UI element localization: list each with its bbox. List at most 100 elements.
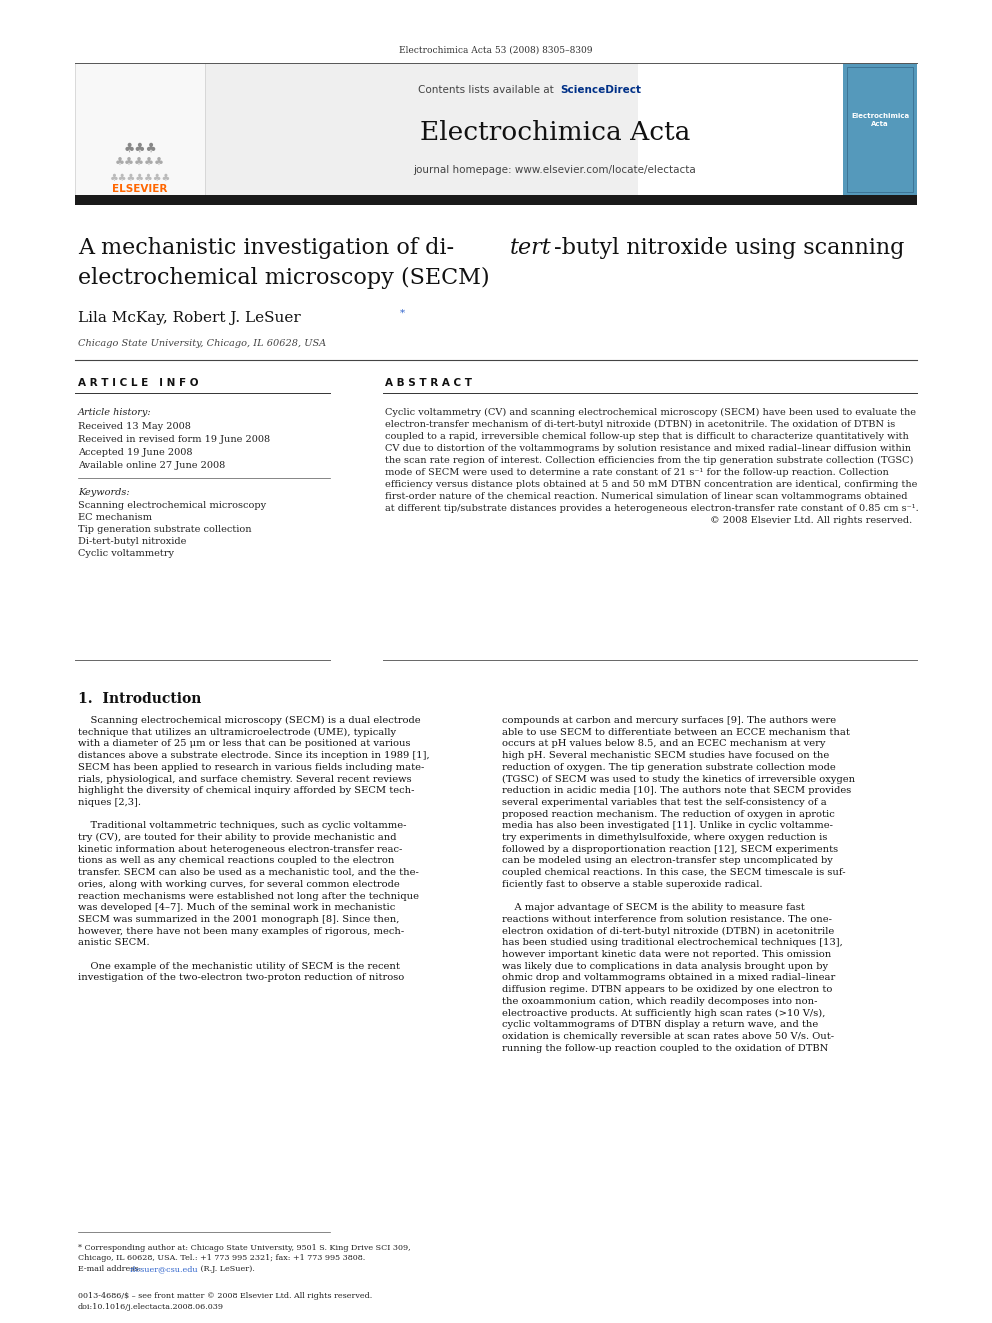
Text: anistic SECM.: anistic SECM. bbox=[78, 938, 150, 947]
Text: investigation of the two-electron two-proton reduction of nitroso: investigation of the two-electron two-pr… bbox=[78, 974, 405, 983]
Text: ELSEVIER: ELSEVIER bbox=[112, 184, 168, 194]
Text: Keywords:: Keywords: bbox=[78, 488, 130, 497]
Text: has been studied using traditional electrochemical techniques [13],: has been studied using traditional elect… bbox=[502, 938, 843, 947]
Text: reduction in acidic media [10]. The authors note that SECM provides: reduction in acidic media [10]. The auth… bbox=[502, 786, 851, 795]
Text: ScienceDirect: ScienceDirect bbox=[560, 85, 641, 95]
Text: highlight the diversity of chemical inquiry afforded by SECM tech-: highlight the diversity of chemical inqu… bbox=[78, 786, 415, 795]
Text: distances above a substrate electrode. Since its inception in 1989 [1],: distances above a substrate electrode. S… bbox=[78, 751, 430, 761]
Text: Di-tert-butyl nitroxide: Di-tert-butyl nitroxide bbox=[78, 537, 186, 546]
Text: Received in revised form 19 June 2008: Received in revised form 19 June 2008 bbox=[78, 435, 270, 445]
Text: A B S T R A C T: A B S T R A C T bbox=[385, 378, 472, 388]
Text: reaction mechanisms were established not long after the technique: reaction mechanisms were established not… bbox=[78, 892, 419, 901]
Text: can be modeled using an electron-transfer step uncomplicated by: can be modeled using an electron-transfe… bbox=[502, 856, 833, 865]
Text: Received 13 May 2008: Received 13 May 2008 bbox=[78, 422, 190, 431]
Text: was likely due to complications in data analysis brought upon by: was likely due to complications in data … bbox=[502, 962, 828, 971]
Text: *: * bbox=[400, 308, 405, 318]
Text: Scanning electrochemical microscopy (SECM) is a dual electrode: Scanning electrochemical microscopy (SEC… bbox=[78, 716, 421, 725]
Text: technique that utilizes an ultramicroelectrode (UME), typically: technique that utilizes an ultramicroele… bbox=[78, 728, 396, 737]
Text: Article history:: Article history: bbox=[78, 407, 152, 417]
Text: media has also been investigated [11]. Unlike in cyclic voltamme-: media has also been investigated [11]. U… bbox=[502, 822, 833, 831]
Text: try experiments in dimethylsulfoxide, where oxygen reduction is: try experiments in dimethylsulfoxide, wh… bbox=[502, 833, 827, 841]
Text: E-mail address:: E-mail address: bbox=[78, 1265, 144, 1273]
Text: Electrochimica Acta 53 (2008) 8305–8309: Electrochimica Acta 53 (2008) 8305–8309 bbox=[399, 45, 593, 54]
Text: CV due to distortion of the voltammograms by solution resistance and mixed radia: CV due to distortion of the voltammogram… bbox=[385, 445, 911, 452]
Bar bbox=[843, 64, 917, 194]
Text: A major advantage of SECM is the ability to measure fast: A major advantage of SECM is the ability… bbox=[502, 904, 805, 912]
Text: ohmic drop and voltammograms obtained in a mixed radial–linear: ohmic drop and voltammograms obtained in… bbox=[502, 974, 835, 983]
Text: Accepted 19 June 2008: Accepted 19 June 2008 bbox=[78, 448, 192, 456]
Text: followed by a disproportionation reaction [12], SECM experiments: followed by a disproportionation reactio… bbox=[502, 844, 838, 853]
Text: electron oxidation of di-tert-butyl nitroxide (DTBN) in acetonitrile: electron oxidation of di-tert-butyl nitr… bbox=[502, 926, 834, 935]
Text: occurs at pH values below 8.5, and an ECEC mechanism at very: occurs at pH values below 8.5, and an EC… bbox=[502, 740, 825, 749]
Text: Chicago, IL 60628, USA. Tel.: +1 773 995 2321; fax: +1 773 995 3808.: Chicago, IL 60628, USA. Tel.: +1 773 995… bbox=[78, 1254, 365, 1262]
Text: journal homepage: www.elsevier.com/locate/electacta: journal homepage: www.elsevier.com/locat… bbox=[414, 165, 696, 175]
Text: © 2008 Elsevier Ltd. All rights reserved.: © 2008 Elsevier Ltd. All rights reserved… bbox=[709, 516, 912, 525]
Bar bbox=[75, 64, 205, 194]
Text: however, there have not been many examples of rigorous, mech-: however, there have not been many exampl… bbox=[78, 926, 405, 935]
Text: high pH. Several mechanistic SECM studies have focused on the: high pH. Several mechanistic SECM studie… bbox=[502, 751, 829, 761]
Text: A mechanistic investigation of di-: A mechanistic investigation of di- bbox=[78, 237, 454, 259]
Text: tert: tert bbox=[510, 237, 552, 259]
Text: doi:10.1016/j.electacta.2008.06.039: doi:10.1016/j.electacta.2008.06.039 bbox=[78, 1303, 224, 1311]
Text: 0013-4686/$ – see front matter © 2008 Elsevier Ltd. All rights reserved.: 0013-4686/$ – see front matter © 2008 El… bbox=[78, 1293, 372, 1301]
Text: Available online 27 June 2008: Available online 27 June 2008 bbox=[78, 460, 225, 470]
Text: rlesuer@csu.edu: rlesuer@csu.edu bbox=[130, 1265, 198, 1273]
Text: oxidation is chemically reversible at scan rates above 50 V/s. Out-: oxidation is chemically reversible at sc… bbox=[502, 1032, 834, 1041]
Text: (TGSC) of SECM was used to study the kinetics of irreversible oxygen: (TGSC) of SECM was used to study the kin… bbox=[502, 774, 855, 783]
Text: Contents lists available at: Contents lists available at bbox=[418, 85, 557, 95]
Text: diffusion regime. DTBN appears to be oxidized by one electron to: diffusion regime. DTBN appears to be oxi… bbox=[502, 986, 832, 994]
Text: was developed [4–7]. Much of the seminal work in mechanistic: was developed [4–7]. Much of the seminal… bbox=[78, 904, 395, 912]
Text: the scan rate region of interest. Collection efficiencies from the tip generatio: the scan rate region of interest. Collec… bbox=[385, 456, 914, 466]
Text: rials, physiological, and surface chemistry. Several recent reviews: rials, physiological, and surface chemis… bbox=[78, 774, 412, 783]
Text: (R.J. LeSuer).: (R.J. LeSuer). bbox=[198, 1265, 255, 1273]
Text: proposed reaction mechanism. The reduction of oxygen in aprotic: proposed reaction mechanism. The reducti… bbox=[502, 810, 834, 819]
Text: Cyclic voltammetry (CV) and scanning electrochemical microscopy (SECM) have been: Cyclic voltammetry (CV) and scanning ele… bbox=[385, 407, 916, 417]
Text: coupled chemical reactions. In this case, the SECM timescale is suf-: coupled chemical reactions. In this case… bbox=[502, 868, 845, 877]
Text: reactions without interference from solution resistance. The one-: reactions without interference from solu… bbox=[502, 916, 832, 923]
Text: -butyl nitroxide using scanning: -butyl nitroxide using scanning bbox=[554, 237, 905, 259]
Text: try (CV), are touted for their ability to provide mechanistic and: try (CV), are touted for their ability t… bbox=[78, 833, 397, 843]
Text: with a diameter of 25 μm or less that can be positioned at various: with a diameter of 25 μm or less that ca… bbox=[78, 740, 411, 749]
Text: SECM has been applied to research in various fields including mate-: SECM has been applied to research in var… bbox=[78, 763, 425, 771]
Text: niques [2,3].: niques [2,3]. bbox=[78, 798, 141, 807]
Text: kinetic information about heterogeneous electron-transfer reac-: kinetic information about heterogeneous … bbox=[78, 844, 403, 853]
Text: efficiency versus distance plots obtained at 5 and 50 mM DTBN concentration are : efficiency versus distance plots obtaine… bbox=[385, 480, 918, 490]
Text: first-order nature of the chemical reaction. Numerical simulation of linear scan: first-order nature of the chemical react… bbox=[385, 492, 908, 501]
Text: mode of SECM were used to determine a rate constant of 21 s⁻¹ for the follow-up : mode of SECM were used to determine a ra… bbox=[385, 468, 889, 478]
Text: the oxoammonium cation, which readily decomposes into non-: the oxoammonium cation, which readily de… bbox=[502, 996, 817, 1005]
Text: * Corresponding author at: Chicago State University, 9501 S. King Drive SCI 309,: * Corresponding author at: Chicago State… bbox=[78, 1244, 411, 1252]
Text: running the follow-up reaction coupled to the oxidation of DTBN: running the follow-up reaction coupled t… bbox=[502, 1044, 828, 1053]
Text: transfer. SECM can also be used as a mechanistic tool, and the the-: transfer. SECM can also be used as a mec… bbox=[78, 868, 419, 877]
Text: Cyclic voltammetry: Cyclic voltammetry bbox=[78, 549, 174, 558]
Text: electron-transfer mechanism of di-tert-butyl nitroxide (DTBN) in acetonitrile. T: electron-transfer mechanism of di-tert-b… bbox=[385, 419, 895, 429]
Text: at different tip/substrate distances provides a heterogeneous electron-transfer : at different tip/substrate distances pro… bbox=[385, 504, 919, 513]
Text: EC mechanism: EC mechanism bbox=[78, 513, 152, 523]
Text: electroactive products. At sufficiently high scan rates (>10 V/s),: electroactive products. At sufficiently … bbox=[502, 1008, 825, 1017]
Text: One example of the mechanistic utility of SECM is the recent: One example of the mechanistic utility o… bbox=[78, 962, 400, 971]
Text: ories, along with working curves, for several common electrode: ories, along with working curves, for se… bbox=[78, 880, 400, 889]
Text: Traditional voltammetric techniques, such as cyclic voltamme-: Traditional voltammetric techniques, suc… bbox=[78, 822, 407, 831]
Text: A R T I C L E   I N F O: A R T I C L E I N F O bbox=[78, 378, 198, 388]
Text: SECM was summarized in the 2001 monograph [8]. Since then,: SECM was summarized in the 2001 monograp… bbox=[78, 916, 400, 923]
Text: ♣♣♣: ♣♣♣ bbox=[123, 142, 157, 155]
Text: ♣♣♣♣♣: ♣♣♣♣♣ bbox=[115, 157, 165, 168]
Text: electrochemical microscopy (SECM): electrochemical microscopy (SECM) bbox=[78, 267, 490, 288]
Text: compounds at carbon and mercury surfaces [9]. The authors were: compounds at carbon and mercury surfaces… bbox=[502, 716, 836, 725]
Text: Lila McKay, Robert J. LeSuer: Lila McKay, Robert J. LeSuer bbox=[78, 311, 301, 325]
Text: Electrochimica
Acta: Electrochimica Acta bbox=[851, 112, 909, 127]
Text: 1.  Introduction: 1. Introduction bbox=[78, 692, 201, 706]
Text: reduction of oxygen. The tip generation substrate collection mode: reduction of oxygen. The tip generation … bbox=[502, 763, 835, 771]
Text: able to use SECM to differentiate between an ECCE mechanism that: able to use SECM to differentiate betwee… bbox=[502, 728, 850, 737]
Text: tions as well as any chemical reactions coupled to the electron: tions as well as any chemical reactions … bbox=[78, 856, 395, 865]
Text: several experimental variables that test the self-consistency of a: several experimental variables that test… bbox=[502, 798, 826, 807]
Text: Chicago State University, Chicago, IL 60628, USA: Chicago State University, Chicago, IL 60… bbox=[78, 339, 326, 348]
Text: coupled to a rapid, irreversible chemical follow-up step that is difficult to ch: coupled to a rapid, irreversible chemica… bbox=[385, 433, 909, 441]
Text: Scanning electrochemical microscopy: Scanning electrochemical microscopy bbox=[78, 501, 266, 509]
Text: ♣♣♣♣♣♣♣: ♣♣♣♣♣♣♣ bbox=[109, 173, 171, 183]
Text: cyclic voltammograms of DTBN display a return wave, and the: cyclic voltammograms of DTBN display a r… bbox=[502, 1020, 818, 1029]
Text: Electrochimica Acta: Electrochimica Acta bbox=[420, 120, 690, 146]
Text: however important kinetic data were not reported. This omission: however important kinetic data were not … bbox=[502, 950, 831, 959]
Bar bbox=[75, 194, 917, 205]
Text: Tip generation substrate collection: Tip generation substrate collection bbox=[78, 525, 252, 534]
Bar bbox=[205, 64, 638, 194]
